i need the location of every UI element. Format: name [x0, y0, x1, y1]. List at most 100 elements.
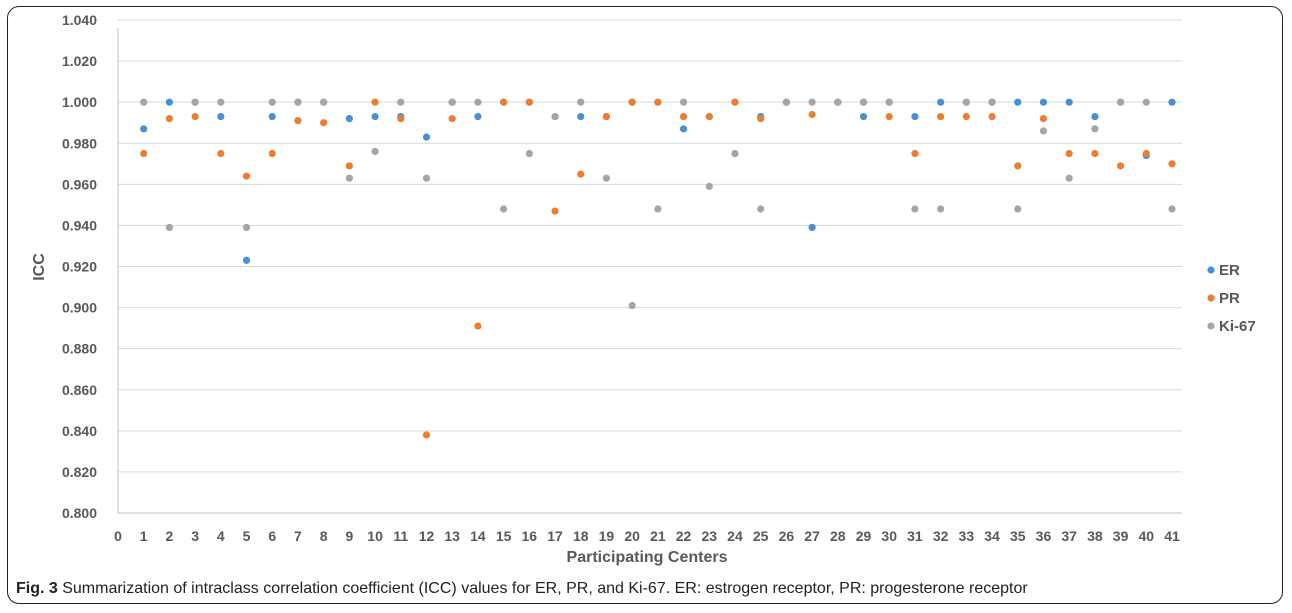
pr-point: [320, 119, 328, 127]
pr-point: [679, 112, 688, 121]
pr-point: [242, 172, 251, 180]
pr-point: [731, 98, 739, 106]
ki-67-point: [679, 98, 688, 106]
ki-67-point: [242, 223, 251, 232]
x-tick-label: 11: [393, 528, 408, 544]
ki-67-point: [1116, 98, 1125, 106]
figure-label: Fig. 3: [16, 580, 58, 597]
ki-67-point: [1039, 127, 1048, 135]
ki-67-point: [551, 112, 559, 121]
er-point: [242, 256, 251, 264]
ki-67-point: [371, 147, 379, 156]
x-tick-label: 8: [320, 528, 328, 544]
ki-67-point: [474, 98, 482, 106]
x-tick-label: 39: [1113, 528, 1129, 544]
figure-caption: Fig. 3 Summarization of intraclass corre…: [16, 580, 1276, 598]
pr-point: [345, 162, 353, 170]
pr-point: [988, 112, 996, 121]
pr-point: [705, 112, 713, 121]
y-tick-label: 0.900: [62, 300, 97, 316]
x-tick-label: 10: [367, 528, 383, 544]
pr-point: [422, 431, 431, 439]
legend-label-ki-67: Ki-67: [1219, 318, 1256, 335]
ki-67-point: [217, 98, 225, 106]
ki-67-point: [422, 174, 431, 182]
pr-point: [1142, 149, 1150, 158]
pr-point: [962, 112, 970, 121]
er-point: [140, 125, 148, 133]
ki-67-point: [859, 98, 868, 106]
y-tick-label: 0.820: [62, 464, 97, 480]
er-point: [1039, 98, 1048, 106]
ki-67-point: [1065, 174, 1073, 182]
pr-point: [911, 149, 919, 158]
pr-point: [937, 112, 945, 121]
x-tick-label: 33: [959, 528, 975, 544]
y-tick-label: 0.860: [62, 382, 97, 398]
caption-text: Summarization of intraclass correlation …: [57, 580, 1028, 597]
legend-marker-pr: [1207, 294, 1215, 302]
er-point: [345, 115, 353, 123]
x-tick-label: 29: [856, 528, 872, 544]
pr-point: [1116, 162, 1125, 170]
x-tick-label: 38: [1087, 528, 1103, 544]
pr-point: [808, 110, 816, 119]
x-tick-label: 27: [804, 528, 820, 544]
er-point: [1091, 112, 1099, 121]
ki-67-point: [1168, 205, 1176, 213]
legend-label-er: ER: [1219, 262, 1240, 279]
ki-67-point: [320, 98, 328, 106]
x-tick-label: 0: [114, 528, 122, 544]
ki-67-point: [808, 98, 816, 106]
x-tick-label: 2: [166, 528, 174, 544]
er-point: [808, 223, 816, 232]
x-tick-label: 9: [345, 528, 353, 544]
ki-67-point: [834, 98, 842, 106]
ki-67-point: [345, 174, 353, 182]
x-tick-label: 28: [830, 528, 846, 544]
ki-67-point: [602, 174, 611, 182]
ki-67-point: [525, 149, 533, 158]
x-tick-label: 4: [217, 528, 225, 544]
ki-67-point: [731, 149, 739, 158]
er-point: [937, 98, 945, 106]
ki-67-point: [1091, 125, 1099, 133]
ki-67-point: [705, 182, 713, 190]
x-tick-label: 1: [140, 528, 148, 544]
figure-frame: [7, 6, 1283, 604]
ki-67-point: [988, 98, 996, 106]
pr-point: [474, 322, 482, 330]
legend-label-pr: PR: [1219, 290, 1240, 307]
pr-point: [140, 149, 148, 158]
x-tick-label: 21: [650, 528, 666, 544]
x-tick-label: 36: [1036, 528, 1052, 544]
x-tick-label: 7: [294, 528, 302, 544]
er-point: [268, 112, 276, 121]
pr-point: [371, 98, 379, 106]
ki-67-point: [500, 205, 508, 213]
pr-point: [191, 112, 199, 121]
pr-point: [500, 98, 508, 106]
er-point: [1014, 98, 1022, 106]
x-tick-label: 30: [881, 528, 897, 544]
pr-point: [448, 115, 456, 123]
pr-point: [628, 98, 636, 106]
gridlines: [118, 19, 1182, 473]
x-tick-label: 3: [191, 528, 199, 544]
x-tick-label: 22: [676, 528, 692, 544]
x-tick-label: 23: [701, 528, 717, 544]
x-axis-title: Participating Centers: [567, 549, 728, 566]
er-point: [859, 112, 868, 121]
er-point: [577, 112, 585, 121]
ki-67-point: [962, 98, 970, 106]
x-tick-label: 25: [753, 528, 769, 544]
y-tick-label: 0.880: [62, 341, 97, 357]
pr-point: [577, 170, 585, 178]
x-tick-label: 18: [573, 528, 589, 544]
er-point: [165, 98, 174, 106]
y-tick-label: 0.940: [62, 217, 97, 233]
x-tick-label: 6: [268, 528, 276, 544]
x-tick-label: 35: [1010, 528, 1026, 544]
y-tick-label: 1.000: [62, 94, 97, 110]
x-tick-label: 14: [470, 528, 486, 544]
